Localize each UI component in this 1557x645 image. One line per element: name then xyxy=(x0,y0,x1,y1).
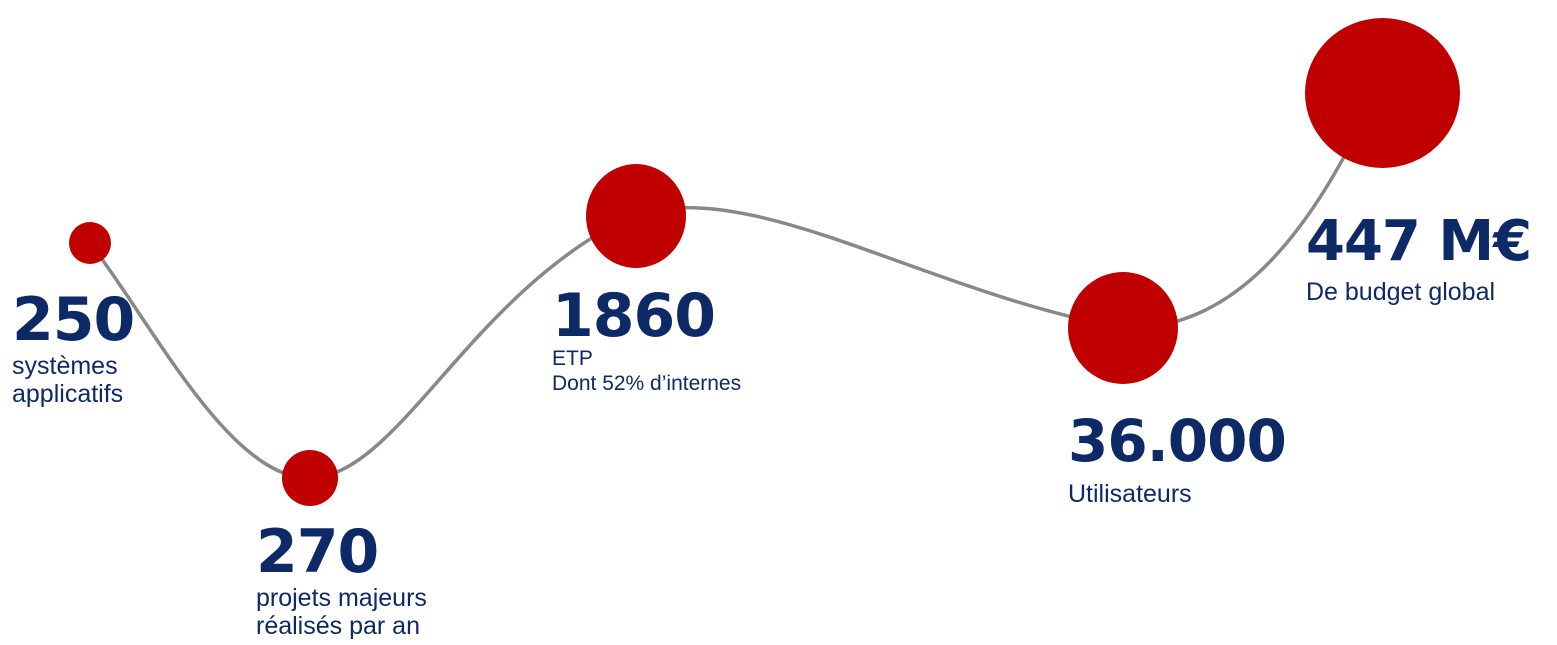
milestone-dot-1 xyxy=(69,222,111,264)
stat-value: 1860 xyxy=(552,281,716,351)
stat-users: 36.000 Utilisateurs xyxy=(1068,407,1287,508)
stat-description-line: projets majeurs xyxy=(256,584,427,612)
stat-fte: 1860 ETP Dont 52% d’internes xyxy=(552,286,741,396)
stat-description-line: systèmes xyxy=(12,352,118,380)
stat-description-line: réalisés par an xyxy=(256,612,420,640)
stat-description-line: De budget global xyxy=(1306,278,1496,306)
stat-description-line: Dont 52% d’internes xyxy=(552,372,742,395)
stat-description-line: ETP xyxy=(552,347,593,370)
stat-value: 447 M€ xyxy=(1306,209,1532,274)
milestone-dot-5 xyxy=(1305,18,1460,168)
stat-applicative-systems: 250 systèmes applicatifs xyxy=(12,285,135,408)
milestone-dot-4 xyxy=(1068,272,1178,384)
stat-value: 250 xyxy=(12,285,135,355)
milestone-dot-3 xyxy=(586,164,686,268)
stat-value: 270 xyxy=(256,517,379,587)
stat-description-line: applicatifs xyxy=(12,380,124,408)
stat-global-budget: 447 M€ De budget global xyxy=(1306,209,1532,307)
stat-value: 36.000 xyxy=(1068,407,1287,475)
stat-major-projects: 270 projets majeurs réalisés par an xyxy=(256,522,427,640)
milestone-dot-2 xyxy=(282,450,338,506)
stat-description-line: Utilisateurs xyxy=(1068,480,1192,508)
